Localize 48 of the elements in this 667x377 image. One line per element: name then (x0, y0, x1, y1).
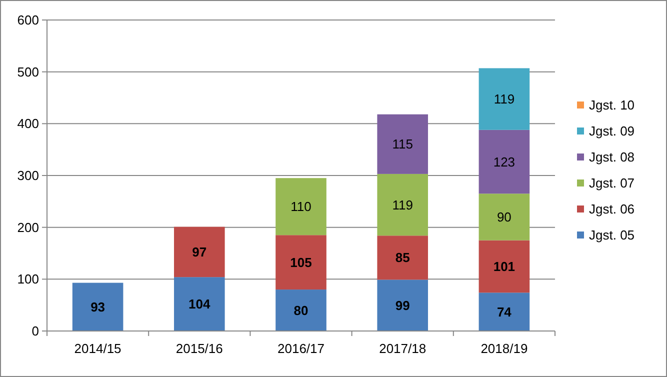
data-label: 110 (290, 199, 312, 214)
data-label: 85 (395, 250, 410, 266)
y-tick-label: 600 (17, 12, 39, 28)
bar (377, 280, 428, 331)
data-label: 104 (188, 296, 212, 312)
data-label: 119 (392, 197, 413, 212)
bar (377, 174, 428, 236)
y-tick-label: 300 (17, 168, 39, 184)
x-tick-label: 2015/16 (176, 341, 223, 356)
legend-label: Jgst. 09 (589, 124, 635, 138)
y-tick-label: 100 (17, 272, 39, 287)
bar (478, 240, 530, 293)
x-tick-label: 2016/17 (278, 341, 324, 356)
bar (478, 68, 530, 130)
data-label: 115 (392, 136, 413, 152)
x-tick-label: 2014/15 (74, 341, 122, 356)
bar (276, 235, 326, 290)
bar (174, 277, 225, 331)
x-tick-label: 2017/18 (379, 341, 426, 356)
x-tick-label: 2018/19 (480, 341, 528, 356)
data-label: 93 (90, 299, 106, 314)
data-label: 101 (493, 259, 516, 274)
data-label: 90 (496, 210, 512, 225)
bar (276, 290, 326, 331)
data-label: 80 (294, 302, 308, 318)
y-tick-label: 400 (17, 116, 39, 132)
legend-label: Jgst. 07 (589, 176, 635, 190)
data-label: 123 (493, 154, 516, 170)
y-tick-label: 500 (17, 64, 39, 80)
bar (478, 130, 530, 194)
bar (478, 194, 530, 240)
data-label: 97 (192, 244, 207, 260)
bar (478, 292, 530, 331)
data-label: 74 (496, 304, 512, 320)
y-tick-label: 200 (17, 220, 39, 235)
bar (174, 226, 225, 278)
data-label: 105 (290, 254, 312, 270)
data-label: 119 (494, 92, 515, 107)
data-label: 99 (395, 298, 410, 313)
bar (72, 282, 124, 331)
bar (377, 114, 428, 174)
legend-label: Jgst. 06 (589, 202, 635, 216)
y-tick-label: 0 (32, 324, 39, 339)
bar (276, 178, 326, 236)
legend-label: Jgst. 10 (589, 98, 635, 112)
legend-label: Jgst. 08 (589, 150, 635, 164)
legend-label: Jgst. 05 (589, 228, 635, 242)
bar (377, 236, 428, 280)
